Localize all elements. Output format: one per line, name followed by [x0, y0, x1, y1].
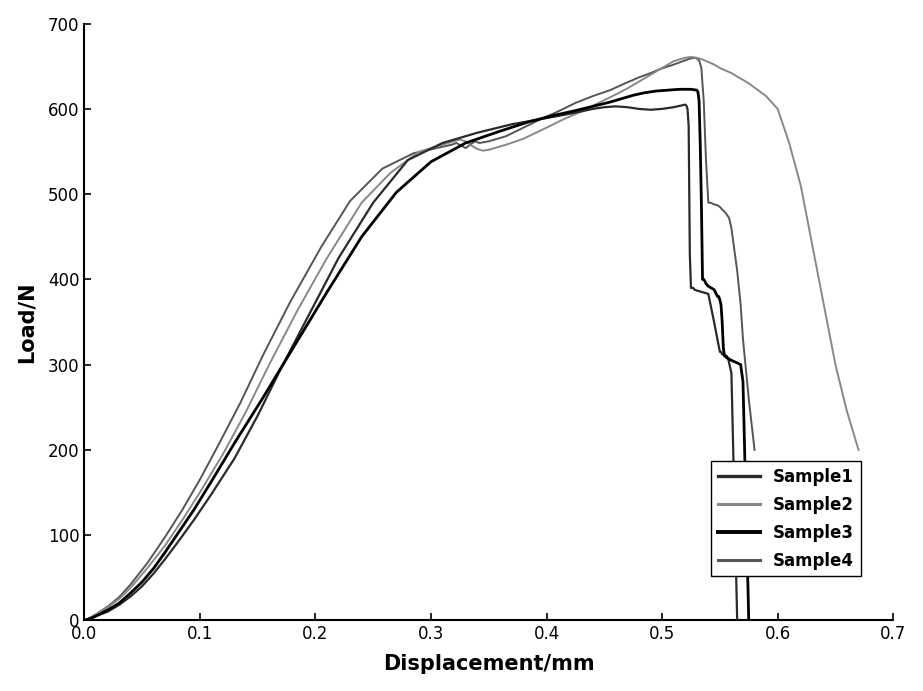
X-axis label: Displacement/mm: Displacement/mm [383, 654, 594, 674]
Legend: Sample1, Sample2, Sample3, Sample4: Sample1, Sample2, Sample3, Sample4 [712, 461, 860, 576]
Y-axis label: Load/N: Load/N [17, 281, 37, 363]
